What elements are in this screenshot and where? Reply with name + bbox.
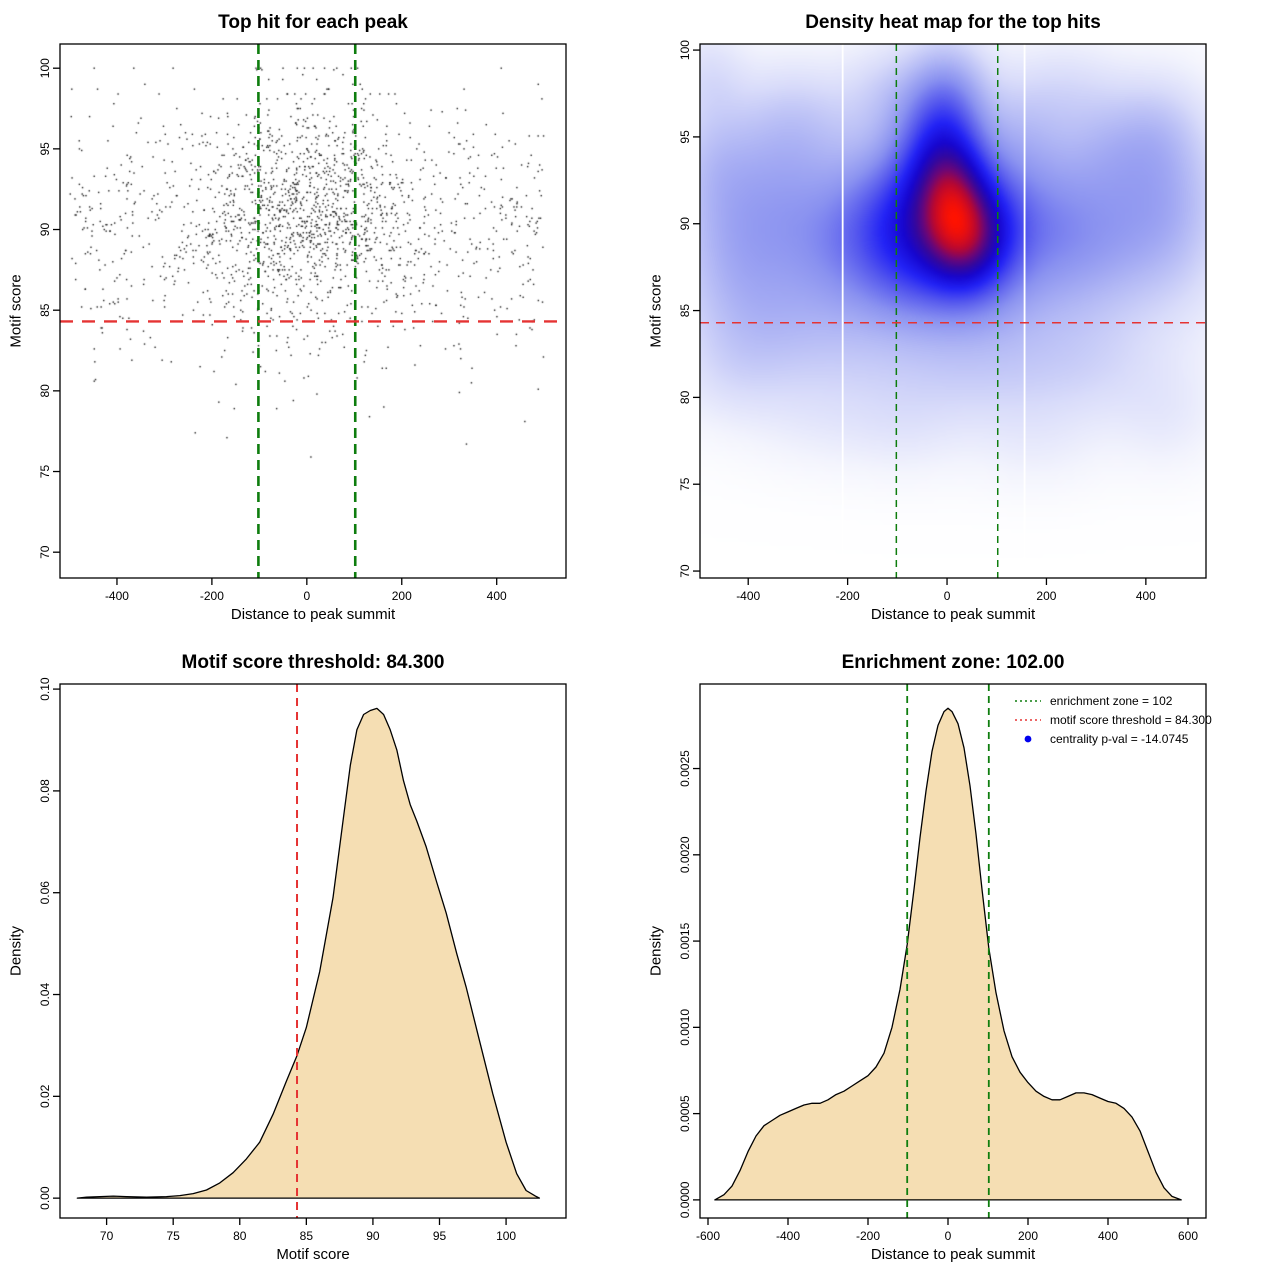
score-density-svg: 70 75 80 85 90 95 100 0.00 0.02 0.04 0.06 0.08 0.10 <box>38 677 567 1243</box>
x-axis-label: Distance to peak summit <box>870 606 1036 623</box>
svg-text:400: 400 <box>487 589 507 603</box>
y-axis-label: Motif score <box>647 274 665 348</box>
svg-text:enrichment zone = 102: enrichment zone = 102 <box>1050 694 1173 708</box>
svg-text:-200: -200 <box>856 1229 880 1243</box>
svg-text:0.0025: 0.0025 <box>678 750 692 787</box>
svg-text:95: 95 <box>38 142 52 156</box>
panel-title: Top hit for each peak <box>218 12 408 33</box>
svg-text:-200: -200 <box>836 589 860 603</box>
svg-text:0: 0 <box>944 589 951 603</box>
svg-text:100: 100 <box>496 1229 516 1243</box>
svg-text:75: 75 <box>678 477 692 491</box>
svg-text:0.06: 0.06 <box>38 881 52 905</box>
x-axis-label: Distance to peak summit <box>870 1246 1036 1263</box>
heatmap-canvas <box>700 44 1206 578</box>
svg-text:-400: -400 <box>776 1229 800 1243</box>
svg-text:200: 200 <box>392 589 412 603</box>
svg-text:600: 600 <box>1178 1229 1198 1243</box>
svg-text:100: 100 <box>678 40 692 60</box>
scatter-axes-svg: -400 -200 0 200 400 70 75 80 85 90 95 100 <box>38 43 567 603</box>
svg-text:0.0020: 0.0020 <box>678 836 692 873</box>
svg-text:0.04: 0.04 <box>38 983 52 1007</box>
svg-text:400: 400 <box>1098 1229 1118 1243</box>
heatmap-axes-svg: -400 -200 0 200 400 70 75 80 85 90 95 100 <box>678 40 1207 603</box>
svg-text:0: 0 <box>945 1229 952 1243</box>
y-axis-label: Motif score <box>7 274 25 348</box>
svg-text:400: 400 <box>1136 589 1156 603</box>
panel-title: Motif score threshold: 84.300 <box>181 652 445 673</box>
x-axis-label: Motif score <box>276 1246 350 1263</box>
svg-text:75: 75 <box>38 465 52 479</box>
svg-text:70: 70 <box>100 1229 114 1243</box>
svg-text:200: 200 <box>1036 589 1056 603</box>
panel-score-density: 70 75 80 85 90 95 100 0.00 0.02 0.04 0.06 0.08 0.10 … <box>0 640 640 1280</box>
svg-text:100: 100 <box>38 58 52 78</box>
panel-title: Density heat map for the top hits <box>805 12 1101 33</box>
svg-text:0: 0 <box>303 589 310 603</box>
x-axis-label: Distance to peak summit <box>230 606 396 623</box>
svg-text:85: 85 <box>300 1229 314 1243</box>
svg-text:70: 70 <box>678 564 692 578</box>
svg-text:80: 80 <box>233 1229 247 1243</box>
scatter-points-canvas <box>60 44 566 578</box>
panel-top-hit-scatter: -400 -200 0 200 400 70 75 80 85 90 95 100 Top hit f… <box>0 0 640 640</box>
svg-text:75: 75 <box>167 1229 181 1243</box>
distance-density-svg: enrichment zone = 102 motif score thresho… <box>678 683 1212 1243</box>
svg-text:0.08: 0.08 <box>38 779 52 803</box>
svg-text:200: 200 <box>1018 1229 1038 1243</box>
svg-text:90: 90 <box>366 1229 380 1243</box>
svg-text:0.0015: 0.0015 <box>678 922 692 959</box>
svg-text:80: 80 <box>38 384 52 398</box>
svg-text:0.0000: 0.0000 <box>678 1181 692 1218</box>
svg-text:-400: -400 <box>736 589 760 603</box>
svg-text:90: 90 <box>678 217 692 231</box>
svg-text:90: 90 <box>38 223 52 237</box>
svg-text:-400: -400 <box>105 589 129 603</box>
svg-text:95: 95 <box>678 130 692 144</box>
svg-text:motif score threshold = 84.300: motif score threshold = 84.300 <box>1050 713 1212 727</box>
svg-text:85: 85 <box>678 304 692 318</box>
svg-text:0.02: 0.02 <box>38 1084 52 1108</box>
svg-text:85: 85 <box>38 303 52 317</box>
y-axis-label: Density <box>647 925 665 977</box>
svg-text:0.10: 0.10 <box>38 677 52 701</box>
svg-text:95: 95 <box>433 1229 447 1243</box>
panel-density-heatmap: -400 -200 0 200 400 70 75 80 85 90 95 100 Density h… <box>640 0 1280 640</box>
svg-text:70: 70 <box>38 545 52 559</box>
svg-text:0.0005: 0.0005 <box>678 1095 692 1132</box>
svg-text:0.0010: 0.0010 <box>678 1009 692 1046</box>
svg-text:centrality p-val = -14.0745: centrality p-val = -14.0745 <box>1050 732 1189 746</box>
svg-text:80: 80 <box>678 390 692 404</box>
svg-text:0.00: 0.00 <box>38 1186 52 1210</box>
y-axis-label: Density <box>7 925 25 977</box>
svg-text:-600: -600 <box>696 1229 720 1243</box>
svg-text:-200: -200 <box>200 589 224 603</box>
panel-distance-density: enrichment zone = 102 motif score thresho… <box>640 640 1280 1280</box>
panel-title: Enrichment zone: 102.00 <box>841 652 1065 673</box>
